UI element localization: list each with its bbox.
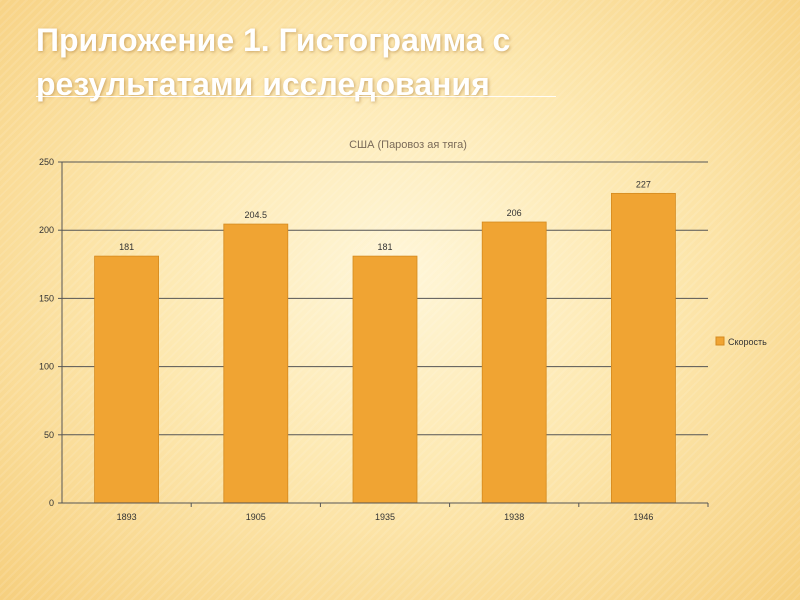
- title-underline: [36, 96, 556, 97]
- data-labels: 181 204.5 181 206 227: [119, 179, 651, 252]
- bar-1946: [611, 192, 676, 504]
- chart-title: США (Паровоз ая тяга): [349, 139, 467, 151]
- data-label-1946: 227: [636, 179, 651, 189]
- y-tick-label-50: 50: [44, 430, 54, 440]
- y-tick-label-150: 150: [39, 293, 54, 303]
- x-tick-label-1893: 1893: [117, 512, 137, 522]
- y-axis-ticks: 0 50 100 150 200 250: [39, 157, 62, 508]
- legend-label: Скорость: [728, 337, 767, 347]
- x-tick-label-1935: 1935: [375, 512, 395, 522]
- data-label-1905: 204.5: [245, 210, 268, 220]
- bar-1905: [223, 223, 289, 504]
- data-label-1938: 206: [507, 208, 522, 218]
- y-tick-label-200: 200: [39, 225, 54, 235]
- bar-1938: [481, 221, 547, 504]
- y-tick-label-0: 0: [49, 498, 54, 508]
- bar-1893: [94, 255, 159, 504]
- x-tick-label-1938: 1938: [504, 512, 524, 522]
- y-tick-label-100: 100: [39, 362, 54, 372]
- data-label-1893: 181: [119, 242, 134, 252]
- bar-1935: [352, 255, 418, 504]
- x-tick-label-1946: 1946: [633, 512, 653, 522]
- data-label-1935: 181: [377, 242, 392, 252]
- bars: [94, 192, 676, 504]
- legend: Скорость: [715, 336, 767, 347]
- y-tick-label-250: 250: [39, 157, 54, 167]
- x-tick-label-1905: 1905: [246, 512, 266, 522]
- legend-swatch: [715, 336, 725, 346]
- x-axis-ticks: 1893 1905 1935 1938 1946: [62, 502, 709, 522]
- slide-title-line-1: Приложение 1. Гистограмма с: [36, 22, 511, 58]
